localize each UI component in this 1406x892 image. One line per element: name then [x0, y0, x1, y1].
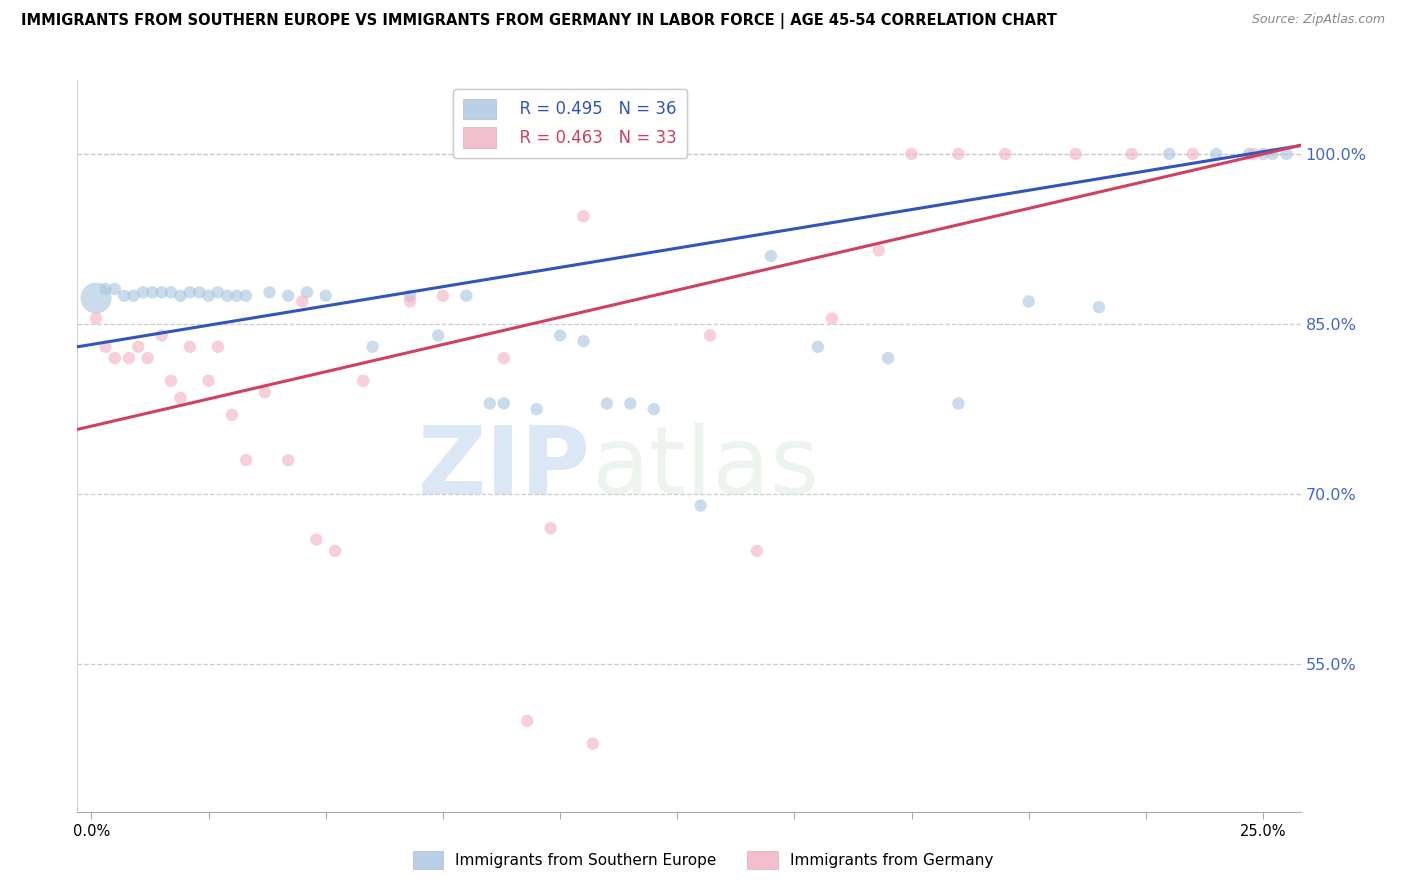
- Point: [492, 396, 515, 410]
- Point: [277, 289, 299, 303]
- Point: [207, 340, 229, 354]
- Point: [1064, 147, 1087, 161]
- Point: [127, 340, 149, 354]
- Point: [295, 285, 318, 300]
- Point: [1237, 147, 1260, 161]
- Point: [118, 351, 141, 365]
- Point: [689, 499, 711, 513]
- Point: [150, 328, 173, 343]
- Point: [179, 340, 201, 354]
- Point: [179, 285, 201, 300]
- Point: [221, 408, 243, 422]
- Point: [94, 282, 117, 296]
- Point: [1275, 147, 1298, 161]
- Point: [1243, 147, 1265, 161]
- Point: [492, 351, 515, 365]
- Point: [619, 396, 641, 410]
- Point: [994, 147, 1017, 161]
- Point: [1018, 294, 1040, 309]
- Point: [352, 374, 374, 388]
- Point: [188, 285, 211, 300]
- Point: [868, 244, 890, 258]
- Point: [699, 328, 721, 343]
- Point: [1251, 147, 1274, 161]
- Point: [225, 289, 247, 303]
- Point: [427, 328, 450, 343]
- Point: [94, 340, 117, 354]
- Point: [1181, 147, 1204, 161]
- Point: [948, 147, 970, 161]
- Text: atlas: atlas: [591, 422, 820, 514]
- Point: [1159, 147, 1181, 161]
- Point: [207, 285, 229, 300]
- Point: [948, 396, 970, 410]
- Point: [323, 544, 346, 558]
- Point: [478, 396, 501, 410]
- Point: [136, 351, 159, 365]
- Point: [900, 147, 922, 161]
- Point: [150, 285, 173, 300]
- Point: [759, 249, 782, 263]
- Point: [141, 285, 163, 300]
- Point: [582, 737, 605, 751]
- Point: [169, 289, 191, 303]
- Point: [104, 351, 127, 365]
- Point: [315, 289, 337, 303]
- Point: [112, 289, 135, 303]
- Point: [399, 294, 422, 309]
- Point: [259, 285, 281, 300]
- Point: [745, 544, 768, 558]
- Point: [235, 453, 257, 467]
- Point: [807, 340, 830, 354]
- Point: [104, 282, 127, 296]
- Point: [399, 289, 422, 303]
- Point: [217, 289, 239, 303]
- Point: [132, 285, 155, 300]
- Point: [277, 453, 299, 467]
- Point: [456, 289, 478, 303]
- Point: [572, 334, 595, 348]
- Text: Source: ZipAtlas.com: Source: ZipAtlas.com: [1251, 13, 1385, 27]
- Legend:   R = 0.495   N = 36,   R = 0.463   N = 33: R = 0.495 N = 36, R = 0.463 N = 33: [453, 88, 688, 158]
- Point: [1088, 300, 1111, 314]
- Point: [160, 374, 183, 388]
- Point: [197, 289, 219, 303]
- Point: [821, 311, 844, 326]
- Point: [84, 291, 107, 305]
- Point: [305, 533, 328, 547]
- Point: [169, 391, 191, 405]
- Point: [596, 396, 619, 410]
- Point: [291, 294, 314, 309]
- Text: ZIP: ZIP: [418, 422, 591, 514]
- Point: [253, 385, 276, 400]
- Point: [643, 402, 665, 417]
- Point: [572, 210, 595, 224]
- Point: [84, 311, 107, 326]
- Point: [1261, 147, 1284, 161]
- Legend: Immigrants from Southern Europe, Immigrants from Germany: Immigrants from Southern Europe, Immigra…: [406, 845, 1000, 875]
- Point: [877, 351, 900, 365]
- Point: [548, 328, 571, 343]
- Point: [160, 285, 183, 300]
- Point: [540, 521, 562, 535]
- Point: [361, 340, 384, 354]
- Point: [1205, 147, 1227, 161]
- Point: [235, 289, 257, 303]
- Point: [432, 289, 454, 303]
- Point: [526, 402, 548, 417]
- Point: [1121, 147, 1143, 161]
- Point: [516, 714, 538, 728]
- Text: IMMIGRANTS FROM SOUTHERN EUROPE VS IMMIGRANTS FROM GERMANY IN LABOR FORCE | AGE : IMMIGRANTS FROM SOUTHERN EUROPE VS IMMIG…: [21, 13, 1057, 29]
- Point: [122, 289, 145, 303]
- Point: [197, 374, 219, 388]
